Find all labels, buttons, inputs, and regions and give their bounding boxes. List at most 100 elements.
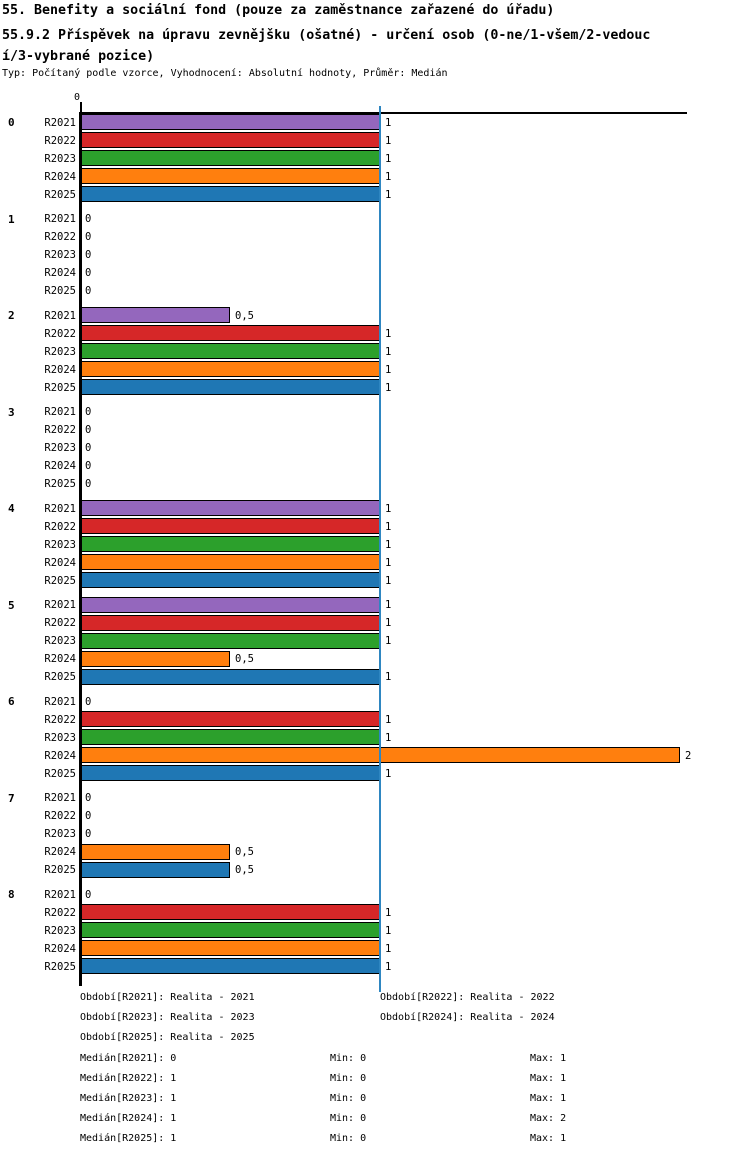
bar-r2025 [80,572,380,589]
bar-year-label: R2025 [44,381,76,394]
bar-value-label: 0 [85,406,92,418]
bar-value-label: 0 [85,442,92,455]
bar-year-label: R2023 [44,442,76,455]
bar-r2022 [80,518,380,535]
bar-year-label: R2022 [44,231,76,244]
stat-median-r2023: Medián[R2023]: 1 [80,1093,177,1104]
bar-value-label: 2 [685,749,692,762]
bar-year-label: R2025 [44,285,76,298]
stat-median-r2024: Medián[R2024]: 1 [80,1113,177,1124]
bar-year-label: R2024 [44,846,76,859]
bar-year-label: R2022 [44,424,76,437]
bar-value-label: 0 [85,478,92,491]
stat-median-r2021: Medián[R2021]: 0 [80,1053,177,1064]
stat-min-r2021: Min: 0 [330,1053,367,1064]
bar-year-label: R2022 [44,906,76,919]
bar-r2024 [80,361,380,378]
bar-r2022 [80,711,380,728]
bar-r2025 [80,668,380,685]
group-label: 1 [8,212,15,226]
bar-year-label: R2021 [44,309,76,322]
bar-year-label: R2025 [44,478,76,491]
group-label: 5 [8,598,15,612]
bar-value-label: 1 [385,671,392,684]
bar-value-label: 1 [385,134,392,147]
bar-year-label: R2021 [44,792,76,804]
group-label: 3 [8,405,15,419]
bar-year-label: R2024 [44,653,76,666]
group-label: 7 [8,791,15,805]
bar-r2022 [80,614,380,631]
legend-period-r2025: Období[R2025]: Realita - 2025 [80,1032,255,1043]
bar-value-label: 1 [385,502,392,515]
stat-max-r2023: Max: 1 [530,1093,567,1104]
bar-r2024 [80,843,230,860]
bar-r2023 [80,922,380,939]
bar-r2024 [80,554,380,571]
bar-value-label: 1 [385,635,392,648]
bar-value-label: 1 [385,170,392,183]
bar-value-label: 0,5 [235,309,254,322]
bar-value-label: 0 [85,424,92,437]
legend-period-r2024: Období[R2024]: Realita - 2024 [380,1012,555,1023]
stat-min-r2022: Min: 0 [330,1073,367,1084]
bar-value-label: 1 [385,520,392,533]
bar-year-label: R2022 [44,134,76,147]
bar-value-label: 1 [385,363,392,376]
x-axis-line [80,112,687,114]
bar-r2023 [80,536,380,553]
bar-year-label: R2025 [44,671,76,684]
bar-r2023 [80,150,380,167]
bar-year-label: R2023 [44,828,76,841]
bar-year-label: R2021 [44,406,76,418]
bar-r2025 [80,186,380,203]
bar-year-label: R2024 [44,460,76,473]
bar-year-label: R2021 [44,116,76,129]
bar-year-label: R2023 [44,249,76,262]
bar-r2025 [80,765,380,782]
bar-value-label: 0 [85,213,92,225]
bar-year-label: R2024 [44,749,76,762]
y-axis-line [79,112,82,986]
bar-value-label: 0 [85,888,92,901]
bar-r2022 [80,325,380,342]
bar-year-label: R2022 [44,327,76,340]
bar-value-label: 0 [85,285,92,298]
bar-r2024 [80,940,380,957]
bar-year-label: R2025 [44,574,76,587]
bar-value-label: 0 [85,231,92,244]
bar-r2025 [80,861,230,878]
report-meta-line: Typ: Počítaný podle vzorce, Vyhodnocení:… [2,68,448,79]
stat-median-r2025: Medián[R2025]: 1 [80,1133,177,1144]
bar-value-label: 1 [385,188,392,201]
bar-year-label: R2021 [44,888,76,901]
bar-value-label: 1 [385,381,392,394]
bar-year-label: R2022 [44,713,76,726]
bar-r2021 [80,500,380,516]
bar-year-label: R2023 [44,345,76,358]
bar-value-label: 1 [385,906,392,919]
bar-value-label: 0,5 [235,653,254,666]
bar-value-label: 0 [85,792,92,804]
legend-period-r2022: Období[R2022]: Realita - 2022 [380,992,555,1003]
bar-value-label: 1 [385,345,392,358]
bar-r2023 [80,729,380,746]
bar-value-label: 1 [385,152,392,165]
bar-year-label: R2025 [44,767,76,780]
bar-year-label: R2023 [44,731,76,744]
bar-year-label: R2025 [44,864,76,877]
x-axis-tick [80,102,82,113]
bar-value-label: 1 [385,538,392,551]
bar-r2023 [80,343,380,360]
bar-year-label: R2022 [44,617,76,630]
bar-value-label: 1 [385,924,392,937]
bar-r2024 [80,168,380,185]
bar-value-label: 1 [385,731,392,744]
bar-value-label: 1 [385,116,392,129]
bar-value-label: 1 [385,960,392,973]
bar-value-label: 1 [385,574,392,587]
stat-max-r2025: Max: 1 [530,1133,567,1144]
bar-year-label: R2021 [44,213,76,225]
bar-year-label: R2023 [44,924,76,937]
